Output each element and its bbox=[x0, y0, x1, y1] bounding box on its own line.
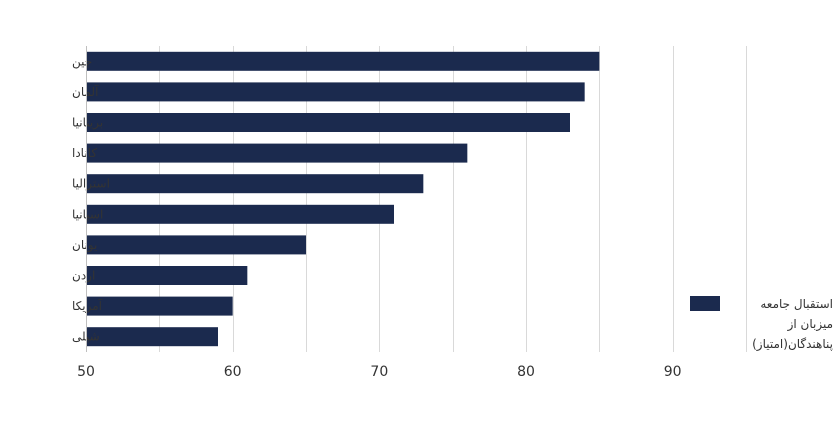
x-tick-label: 70 bbox=[370, 364, 388, 380]
legend-label-line: استقبال جامعه bbox=[760, 297, 833, 311]
bar bbox=[86, 204, 394, 224]
bar bbox=[86, 82, 585, 102]
x-axis-ticks: 50 60 70 80 90 bbox=[77, 364, 681, 380]
category-label: آمریکا bbox=[72, 298, 103, 314]
category-label: استرالیا bbox=[72, 177, 110, 192]
legend-label: استقبال جامعه میزبان از پناهندگان(امتیاز… bbox=[728, 294, 833, 354]
x-tick-label: 50 bbox=[77, 364, 95, 380]
category-label: یونان bbox=[72, 238, 97, 253]
category-label: آلمان bbox=[72, 84, 99, 99]
x-tick-label: 80 bbox=[517, 364, 535, 380]
bar bbox=[86, 143, 468, 163]
bar bbox=[86, 235, 306, 255]
bars bbox=[86, 51, 600, 347]
bar bbox=[86, 296, 233, 316]
bar bbox=[86, 174, 424, 194]
legend-label-line: میزبان از bbox=[787, 317, 833, 331]
category-label: بریتانیا bbox=[72, 116, 103, 131]
bar bbox=[86, 266, 248, 285]
category-labels: چین آلمان بریتانیا کانادا استرالیا اسپانیا یون… bbox=[72, 46, 110, 352]
legend-label-line: پناهندگان(امتیاز) bbox=[752, 337, 833, 351]
bar bbox=[86, 113, 570, 132]
bar bbox=[86, 51, 600, 71]
category-label: اردن bbox=[72, 269, 95, 284]
x-tick-label: 60 bbox=[224, 364, 242, 380]
category-label: چین bbox=[72, 54, 92, 69]
category-label: شیلی bbox=[72, 330, 100, 344]
bar bbox=[86, 327, 218, 347]
category-label: کانادا bbox=[72, 146, 97, 160]
x-tick-label: 90 bbox=[664, 364, 682, 380]
category-label: اسپانیا bbox=[72, 207, 103, 221]
legend-swatch bbox=[690, 296, 720, 311]
